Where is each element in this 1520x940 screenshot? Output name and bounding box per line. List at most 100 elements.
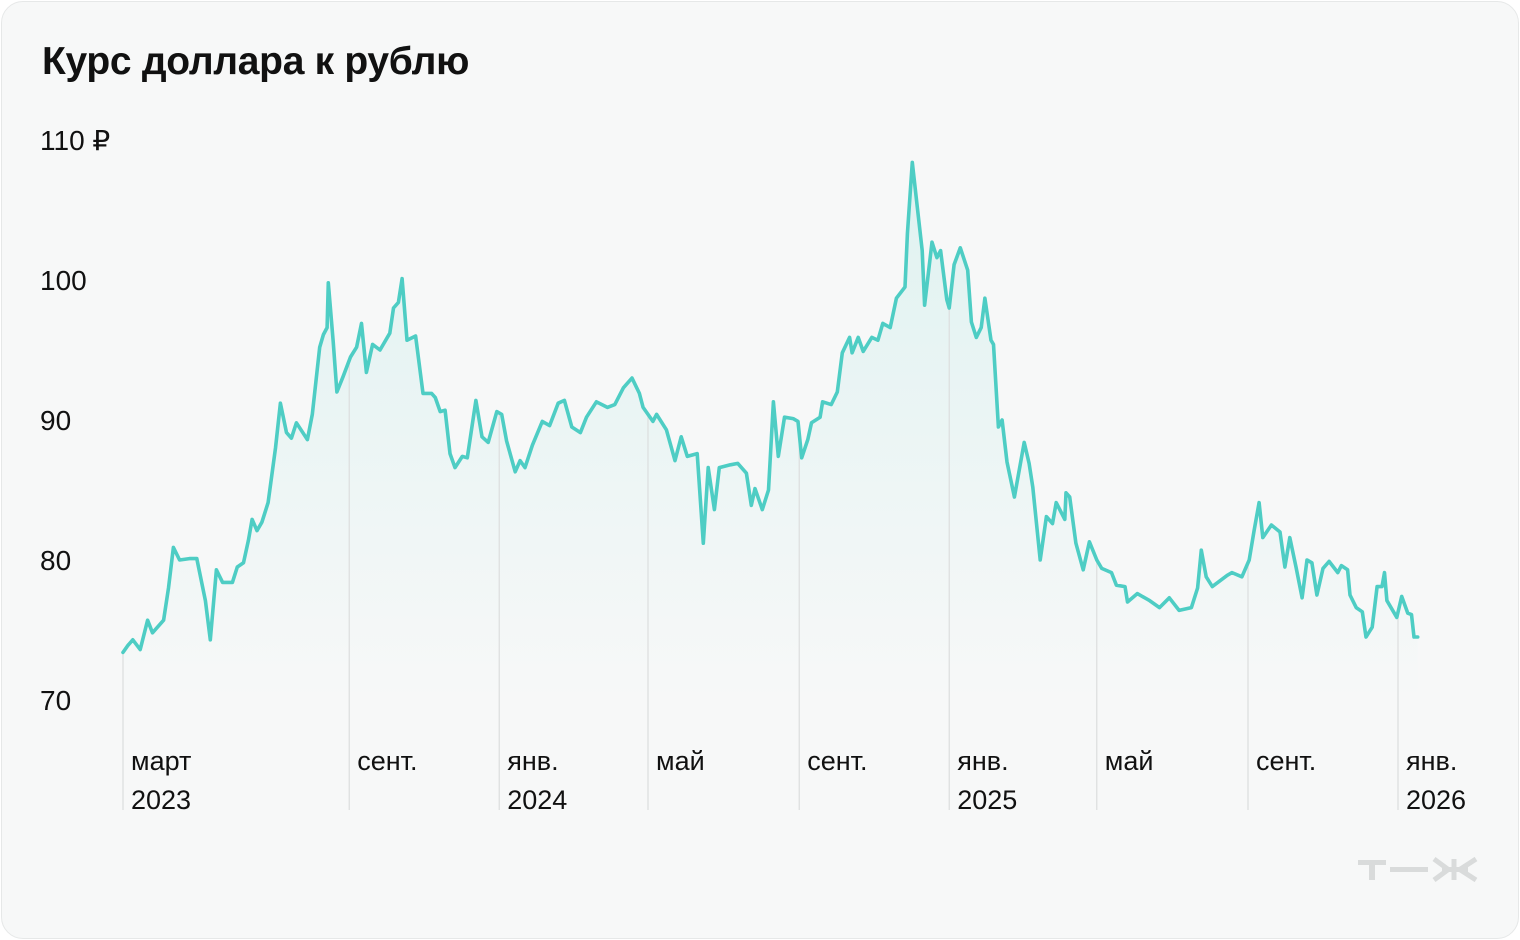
data-point bbox=[1327, 560, 1331, 563]
data-point bbox=[325, 326, 329, 329]
data-point bbox=[1013, 495, 1016, 499]
data-point bbox=[948, 306, 951, 310]
data-point bbox=[651, 420, 655, 423]
data-point bbox=[975, 336, 978, 339]
data-point bbox=[335, 390, 339, 394]
x-tick-label: май bbox=[656, 746, 705, 776]
data-point bbox=[806, 438, 809, 441]
data-point bbox=[1294, 565, 1298, 569]
data-point bbox=[371, 343, 374, 346]
data-point bbox=[1196, 586, 1199, 590]
data-point bbox=[1371, 626, 1374, 629]
data-point bbox=[767, 488, 770, 492]
data-point bbox=[430, 392, 433, 395]
data-point bbox=[295, 421, 298, 424]
data-point bbox=[713, 508, 716, 511]
data-point bbox=[1336, 571, 1340, 574]
data-point bbox=[1416, 635, 1419, 639]
x-tick-year: 2024 bbox=[507, 785, 567, 815]
data-point bbox=[1406, 612, 1410, 615]
x-tick-year: 2026 bbox=[1406, 785, 1466, 815]
data-point bbox=[1211, 585, 1214, 588]
line-group bbox=[121, 160, 1420, 655]
data-point bbox=[209, 638, 212, 641]
data-point bbox=[242, 561, 245, 564]
data-point bbox=[1261, 536, 1265, 539]
data-point bbox=[151, 631, 154, 634]
data-point bbox=[480, 435, 484, 438]
data-point bbox=[916, 206, 919, 209]
data-point bbox=[1364, 635, 1368, 639]
data-point bbox=[146, 619, 149, 622]
data-point bbox=[923, 304, 926, 307]
data-point bbox=[204, 599, 207, 602]
data-point bbox=[570, 425, 573, 429]
data-point bbox=[121, 651, 125, 654]
y-axis-ticks: 110 ₽ 100 90 80 70 bbox=[40, 125, 110, 716]
data-point bbox=[1110, 571, 1113, 574]
data-point bbox=[1088, 540, 1091, 543]
data-point bbox=[836, 390, 839, 394]
data-point bbox=[1027, 462, 1031, 465]
data-point bbox=[921, 249, 924, 252]
data-point bbox=[1148, 599, 1151, 602]
data-point bbox=[903, 285, 907, 289]
data-point bbox=[318, 346, 321, 349]
data-point bbox=[966, 269, 969, 272]
x-tick-label: янв. bbox=[507, 746, 558, 776]
data-point bbox=[349, 355, 352, 359]
data-point bbox=[1039, 558, 1042, 562]
data-point bbox=[1348, 593, 1352, 597]
data-point bbox=[167, 586, 170, 590]
data-point bbox=[355, 346, 358, 349]
data-point bbox=[810, 421, 813, 424]
data-point bbox=[980, 326, 983, 329]
data-point bbox=[753, 487, 757, 490]
data-point bbox=[857, 336, 860, 339]
data-point bbox=[311, 413, 314, 416]
data-point bbox=[1412, 635, 1416, 639]
data-point bbox=[1383, 571, 1386, 574]
series-line bbox=[121, 160, 1420, 655]
data-point bbox=[622, 386, 625, 389]
data-point bbox=[718, 466, 721, 469]
area-fill bbox=[123, 162, 1418, 700]
data-point bbox=[557, 402, 560, 405]
data-point bbox=[290, 437, 293, 440]
data-point bbox=[1240, 575, 1244, 578]
data-point bbox=[1283, 565, 1287, 569]
data-point bbox=[848, 336, 851, 339]
data-point bbox=[992, 343, 995, 346]
data-point bbox=[1310, 561, 1314, 564]
data-point bbox=[630, 376, 634, 380]
data-point bbox=[1257, 501, 1261, 504]
data-point bbox=[266, 501, 270, 504]
data-point bbox=[1395, 616, 1399, 619]
data-point bbox=[1190, 606, 1193, 609]
data-point bbox=[474, 399, 478, 402]
data-point bbox=[745, 472, 748, 475]
data-point bbox=[783, 416, 786, 419]
data-point bbox=[939, 249, 942, 252]
data-point bbox=[448, 452, 452, 455]
data-point bbox=[1321, 567, 1325, 570]
data-point bbox=[870, 336, 873, 339]
data-point bbox=[188, 557, 191, 560]
data-point bbox=[250, 518, 254, 521]
data-point bbox=[487, 441, 490, 444]
data-point bbox=[1082, 568, 1085, 571]
data-point bbox=[1315, 593, 1319, 597]
data-point bbox=[518, 459, 522, 462]
data-point bbox=[1252, 529, 1256, 532]
data-point bbox=[1230, 571, 1234, 574]
chart-title: Курс доллара к рублю bbox=[42, 40, 470, 83]
data-point bbox=[236, 565, 239, 569]
x-tick-year: 2023 bbox=[131, 785, 191, 815]
data-point bbox=[702, 542, 705, 545]
data-point bbox=[750, 504, 753, 507]
data-point bbox=[997, 425, 1000, 429]
data-point bbox=[1074, 542, 1078, 545]
data-point bbox=[686, 455, 689, 458]
data-point bbox=[274, 446, 277, 450]
